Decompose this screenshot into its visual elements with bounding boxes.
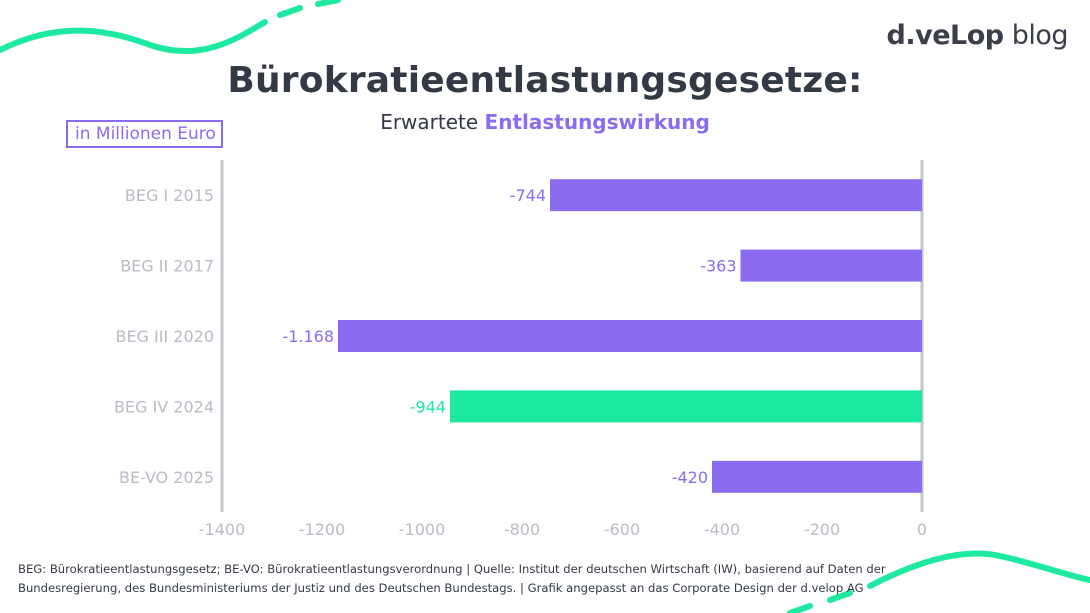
x-tick-label: -600 [604,520,640,539]
category-label: BEG IV 2024 [114,397,214,416]
subtitle-prefix: Erwartete [380,110,479,134]
bar [712,460,922,493]
chart-subtitle: Erwartete Entlastungswirkung [0,110,1090,134]
unit-label: in Millionen Euro [66,120,223,148]
bar [740,249,922,282]
bar-value-label: -1.168 [282,327,334,346]
x-tick-label: -1000 [399,520,446,539]
bar-value-label: -744 [510,186,546,205]
chart-title: Bürokratieentlastungsgesetze: [227,60,863,101]
x-tick-label: -1200 [299,520,346,539]
x-tick-label: -800 [504,520,540,539]
x-tick-label: 0 [917,520,927,539]
footer-line-1: BEG: Bürokratieentlastungsgesetz; BE-VO:… [18,562,886,576]
footer-source-note: BEG: Bürokratieentlastungsgesetz; BE-VO:… [18,560,918,598]
category-label: BEG I 2015 [125,186,214,205]
subtitle-highlight: Entlastungswirkung [484,110,710,134]
x-tick-label: -200 [804,520,840,539]
x-tick-label: -1400 [199,520,246,539]
dvelop-blog-logo[interactable]: d.veLop blog [886,20,1069,51]
footer-line-2: Bundesregierung, des Bundesministeriums … [18,581,864,595]
category-label: BEG II 2017 [120,257,214,276]
bar-value-label: -420 [672,468,708,487]
bar-value-label: -363 [700,257,736,276]
category-label: BEG III 2020 [115,327,214,346]
x-tick-label: -400 [704,520,740,539]
bar-value-label: -944 [410,397,446,416]
bar [550,179,922,212]
bar [450,390,922,423]
bar [338,320,922,352]
logo-brand: d.veLop [886,20,1005,51]
category-label: BE-VO 2025 [119,468,214,487]
logo-suffix: blog [1011,20,1069,51]
